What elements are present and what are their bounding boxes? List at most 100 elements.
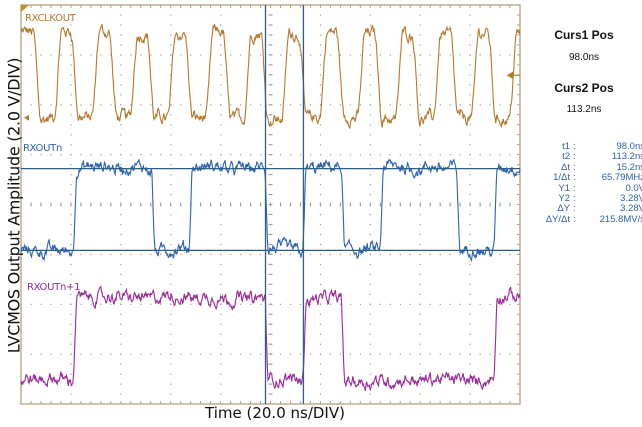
grid-dot — [499, 353, 501, 355]
grid-dot — [120, 283, 122, 285]
grid-dot — [419, 54, 421, 56]
grid-dot — [419, 134, 421, 136]
grid-dot — [419, 263, 421, 266]
grid-dot — [419, 323, 421, 325]
grid-dot — [429, 303, 431, 305]
grid-dot — [469, 14, 471, 16]
grid-dot — [469, 383, 471, 385]
grid-dot — [319, 233, 322, 236]
grid-dot — [80, 353, 82, 355]
grid-dot — [309, 303, 312, 305]
grid-dot — [220, 363, 222, 365]
grid-dot — [489, 154, 491, 156]
measurement-label: ΔY — [557, 203, 570, 215]
grid-dot — [120, 54, 122, 56]
grid-dot — [70, 223, 72, 226]
grid-dot — [369, 343, 371, 345]
grid-dot — [419, 393, 421, 395]
grid-dot — [289, 154, 292, 156]
grid-dot — [130, 303, 132, 305]
grid-dot — [319, 313, 322, 315]
grid-dot — [419, 243, 421, 246]
grid-dot — [369, 313, 371, 315]
grid-dot — [319, 263, 322, 266]
grid-dot — [469, 54, 471, 56]
grid-dot — [469, 243, 471, 246]
grid-dot — [120, 174, 122, 176]
grid-dot — [469, 94, 471, 96]
grid-dot — [469, 223, 471, 226]
channel-label-rxoutn: RXOUTn — [23, 143, 62, 154]
grid-dot — [329, 104, 332, 106]
grid-dot — [349, 104, 352, 106]
grid-dot — [170, 154, 172, 156]
grid-dot — [240, 253, 242, 256]
measurement-value: 0.0V — [625, 182, 642, 194]
grid-dot — [140, 54, 142, 56]
grid-dot — [419, 283, 421, 285]
grid-dot — [509, 353, 511, 355]
grid-dot — [170, 34, 172, 36]
grid-dot — [289, 104, 292, 106]
grid-dot — [230, 303, 232, 305]
grid-dot — [190, 353, 192, 355]
grid-dot — [130, 104, 132, 106]
grid-dot — [180, 104, 182, 106]
grid-dot — [110, 253, 112, 256]
grid-dot — [319, 343, 322, 345]
grid-dot — [399, 253, 401, 256]
grid-dot — [469, 373, 471, 375]
grid-dot — [369, 144, 371, 146]
grid-dot — [469, 24, 471, 26]
grid-dot — [339, 253, 342, 256]
grid-dot — [220, 194, 222, 196]
grid-dot — [120, 154, 122, 156]
grid-dot — [70, 24, 72, 26]
grid-dot — [469, 34, 471, 36]
grid-dot — [170, 243, 172, 246]
grid-dot — [100, 353, 102, 355]
grid-dot — [90, 303, 92, 305]
grid-dot — [469, 164, 471, 166]
grid-dot — [469, 104, 471, 106]
grid-dot — [419, 94, 421, 96]
grid-dot — [419, 353, 421, 355]
grid-dot — [369, 24, 371, 26]
grid-dot — [70, 323, 72, 325]
grid-dot — [369, 373, 371, 375]
measurement-row: ΔY:3.28V — [530, 203, 642, 215]
grid-dot — [369, 174, 371, 176]
grid-dot — [40, 54, 42, 56]
grid-dot — [70, 293, 72, 295]
grid-dot — [90, 104, 92, 106]
cursor2-title: Curs2 Pos — [554, 81, 614, 95]
grid-dot — [70, 54, 72, 56]
measurement-value: 215.8MV/s — [599, 213, 642, 225]
cursor1-title: Curs1 Pos — [554, 28, 614, 42]
grid-dot — [70, 44, 72, 46]
grid-dot — [369, 104, 371, 106]
grid-dot — [170, 393, 172, 395]
grid-dot — [509, 253, 511, 256]
grid-dot — [180, 54, 182, 56]
grid-dot — [70, 64, 72, 66]
grid-dot — [170, 383, 172, 385]
grid-dot — [140, 154, 142, 156]
grid-dot — [220, 144, 222, 146]
grid-dot — [479, 104, 481, 106]
grid-dot — [70, 94, 72, 96]
grid-dot — [319, 134, 322, 136]
grid-dot — [459, 104, 461, 106]
grid-dot — [170, 94, 172, 96]
grid-dot — [369, 114, 371, 116]
grid-dot — [419, 104, 421, 106]
grid-dot — [70, 233, 72, 236]
grid-dot — [309, 104, 312, 106]
grid-dot — [469, 333, 471, 335]
grid-dot — [379, 253, 381, 256]
grid-dot — [389, 303, 391, 305]
grid-dot — [180, 154, 182, 156]
grid-dot — [309, 253, 312, 256]
grid-dot — [459, 303, 461, 305]
grid-dot — [319, 44, 322, 46]
